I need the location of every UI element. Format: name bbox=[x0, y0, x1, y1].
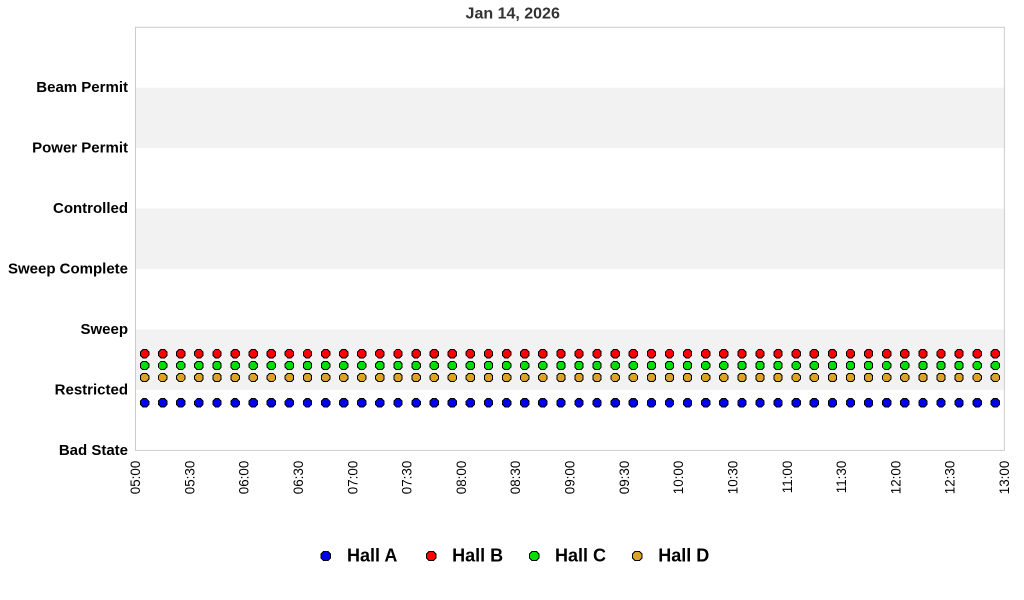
svg-text:07:00: 07:00 bbox=[345, 461, 360, 495]
svg-text:Beam Permit: Beam Permit bbox=[36, 79, 128, 96]
svg-text:09:00: 09:00 bbox=[563, 461, 578, 495]
svg-text:08:00: 08:00 bbox=[454, 461, 469, 495]
svg-text:Power Permit: Power Permit bbox=[32, 140, 128, 157]
svg-text:Bad State: Bad State bbox=[59, 442, 128, 459]
svg-text:13:00: 13:00 bbox=[997, 461, 1012, 495]
svg-text:11:00: 11:00 bbox=[780, 461, 795, 494]
svg-text:11:30: 11:30 bbox=[834, 461, 849, 494]
svg-text:09:30: 09:30 bbox=[617, 461, 632, 495]
svg-text:08:30: 08:30 bbox=[508, 461, 523, 495]
svg-text:Hall A: Hall A bbox=[347, 545, 397, 565]
svg-text:05:00: 05:00 bbox=[128, 461, 143, 495]
svg-text:Sweep Complete: Sweep Complete bbox=[8, 261, 128, 278]
svg-text:Controlled: Controlled bbox=[53, 200, 128, 217]
svg-text:06:00: 06:00 bbox=[237, 461, 252, 495]
svg-text:Hall C: Hall C bbox=[555, 545, 606, 565]
svg-text:05:30: 05:30 bbox=[182, 461, 197, 495]
svg-text:06:30: 06:30 bbox=[291, 461, 306, 495]
svg-text:10:00: 10:00 bbox=[671, 461, 686, 495]
svg-text:Sweep: Sweep bbox=[80, 321, 128, 338]
svg-text:07:30: 07:30 bbox=[400, 461, 415, 495]
svg-text:Restricted: Restricted bbox=[55, 382, 128, 399]
svg-text:Hall B: Hall B bbox=[452, 545, 503, 565]
svg-text:Jan 14, 2026: Jan 14, 2026 bbox=[466, 6, 560, 23]
svg-text:12:30: 12:30 bbox=[943, 461, 958, 495]
svg-text:Hall D: Hall D bbox=[658, 545, 709, 565]
svg-text:12:00: 12:00 bbox=[888, 461, 903, 495]
svg-text:10:30: 10:30 bbox=[726, 461, 741, 495]
